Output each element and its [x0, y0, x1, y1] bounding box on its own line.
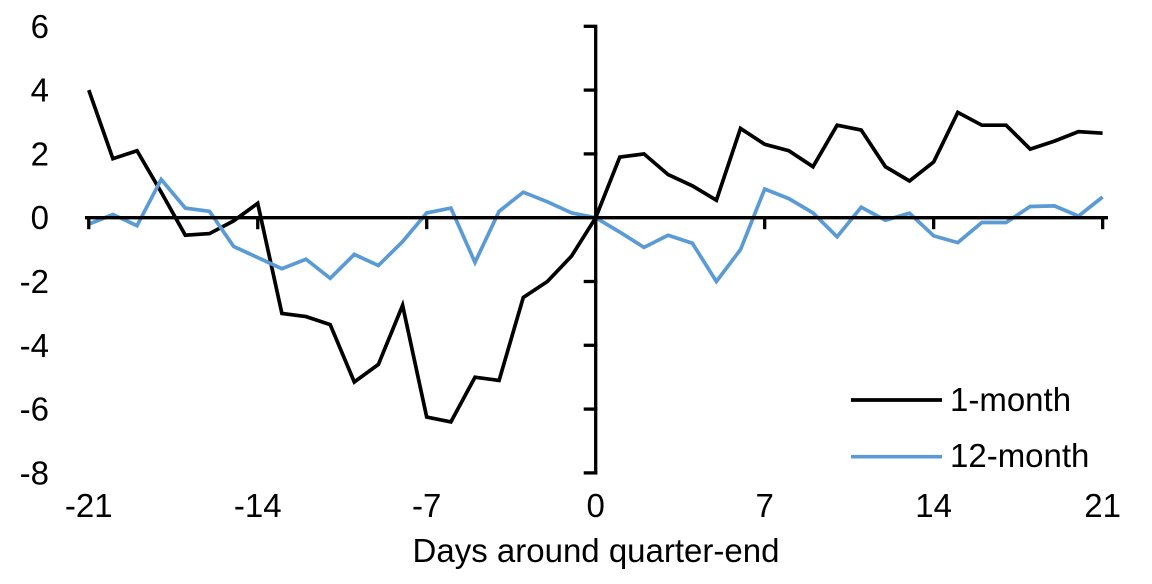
legend-label-1-month: 1-month [950, 381, 1071, 418]
y-tick-label: 4 [31, 72, 49, 109]
x-tick-label: 0 [587, 487, 605, 524]
chart-generated-layer: -21 -14 -7 0 7 14 21 6 4 2 0 -2 -4 -6 -8 [20, 8, 1121, 524]
y-tick-label: -6 [20, 391, 49, 428]
legend: 1-month 12-month [950, 381, 1089, 474]
x-tick-label: -7 [412, 487, 441, 524]
y-tick-label: -8 [20, 454, 49, 491]
x-tick-label: 21 [1084, 487, 1121, 524]
x-tick-label: -21 [65, 487, 113, 524]
x-tick-label: -14 [234, 487, 282, 524]
x-tick-label: 7 [756, 487, 774, 524]
legend-label-12-month: 12-month [950, 437, 1089, 474]
y-tick-label: 6 [31, 8, 49, 45]
y-tick-label: -2 [20, 263, 49, 300]
x-axis-title: Days around quarter-end [413, 532, 780, 569]
y-tick-label: -4 [20, 327, 49, 364]
x-tick-label: 14 [915, 487, 952, 524]
y-tick-label: 0 [31, 199, 49, 236]
y-tick-label: 2 [31, 135, 49, 172]
